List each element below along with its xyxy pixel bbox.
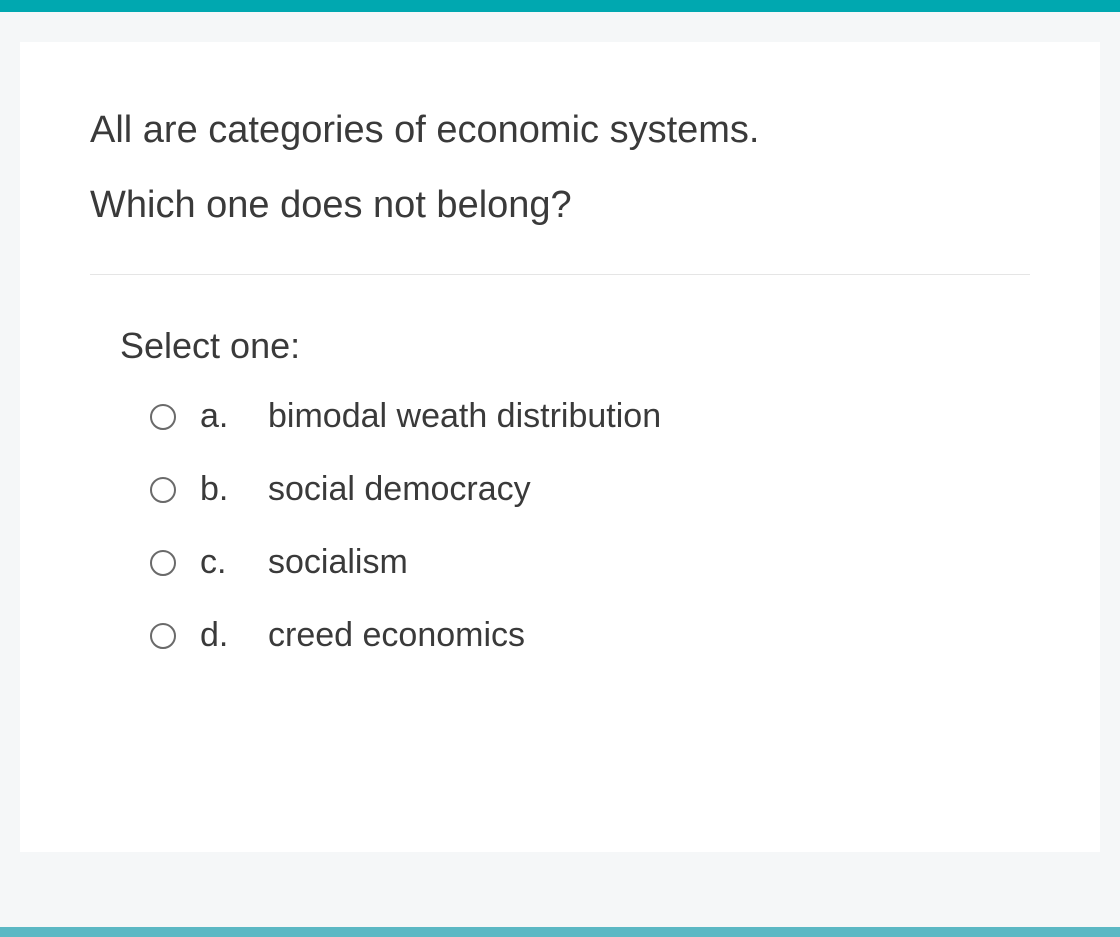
- option-text: bimodal weath distribution: [268, 397, 661, 436]
- radio-icon[interactable]: [150, 477, 176, 503]
- option-text: social democracy: [268, 470, 531, 509]
- section-divider: [90, 274, 1030, 275]
- option-d[interactable]: d. creed economics: [150, 616, 1030, 655]
- question-text-block: All are categories of economic systems. …: [90, 102, 1030, 234]
- option-c[interactable]: c. socialism: [150, 543, 1030, 582]
- accent-bottom-bar: [0, 927, 1120, 937]
- options-list: a. bimodal weath distribution b. social …: [150, 397, 1030, 655]
- option-letter: b.: [200, 470, 240, 509]
- option-letter: c.: [200, 543, 240, 582]
- question-line-1: All are categories of economic systems.: [90, 102, 1030, 159]
- radio-icon[interactable]: [150, 623, 176, 649]
- option-letter: d.: [200, 616, 240, 655]
- select-prompt: Select one:: [120, 325, 1030, 367]
- option-text: creed economics: [268, 616, 525, 655]
- question-card: All are categories of economic systems. …: [20, 42, 1100, 852]
- question-line-2: Which one does not belong?: [90, 177, 1030, 234]
- option-text: socialism: [268, 543, 408, 582]
- accent-top-bar: [0, 0, 1120, 12]
- option-a[interactable]: a. bimodal weath distribution: [150, 397, 1030, 436]
- radio-icon[interactable]: [150, 404, 176, 430]
- option-b[interactable]: b. social democracy: [150, 470, 1030, 509]
- option-letter: a.: [200, 397, 240, 436]
- radio-icon[interactable]: [150, 550, 176, 576]
